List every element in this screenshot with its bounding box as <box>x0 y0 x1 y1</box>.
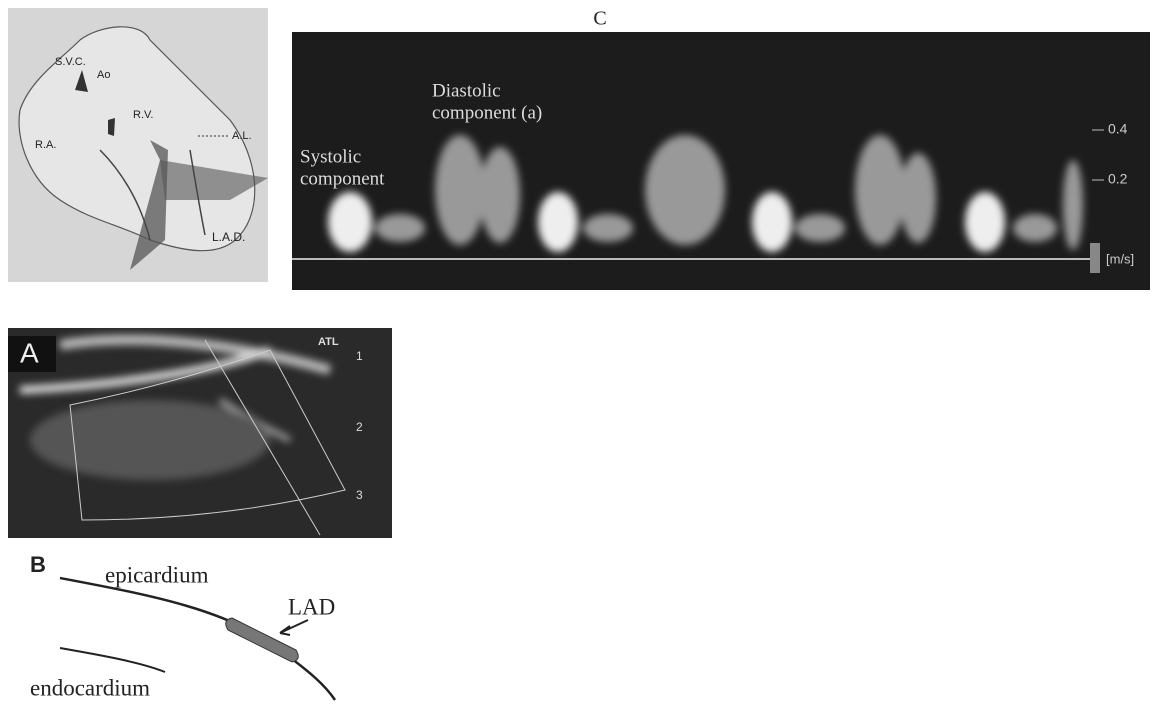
heart-label: R.V. <box>133 109 153 121</box>
panel-a: A ATL 1 2 3 <box>8 328 392 538</box>
panel-c: C Diastolic component (a) Systolic compo… <box>292 8 1150 290</box>
panel-label: C <box>593 8 606 30</box>
figure: S.V.C. Ao R.V. R.A. A.L. L.A.D. C <box>0 0 1153 702</box>
depth-label: 2 <box>356 420 363 434</box>
annotation: endocardium <box>30 675 150 700</box>
lad-vessel <box>226 618 299 662</box>
unit-label: [m/s] <box>1106 251 1134 266</box>
heart-label: Ao <box>97 69 110 81</box>
rv-mark <box>108 118 115 136</box>
scale-label: 0.2 <box>1108 171 1128 187</box>
arrow <box>280 620 308 635</box>
heart-label: R.A. <box>35 139 56 151</box>
page: {"heart_diagram": {"labels": ["S.V.C.", … <box>0 0 1153 702</box>
annotation: component <box>300 168 385 189</box>
annotation: epicardium <box>105 562 209 587</box>
annotation: Systolic <box>300 146 361 167</box>
heart-diagram: S.V.C. Ao R.V. R.A. A.L. L.A.D. <box>8 8 268 282</box>
doppler-background <box>292 32 1150 290</box>
heart-label: L.A.D. <box>212 230 245 244</box>
annotation: Diastolic <box>432 80 501 101</box>
heart-label: A.L. <box>232 130 252 142</box>
baseline-marker <box>1090 243 1100 273</box>
brand: ATL <box>318 336 339 348</box>
depth-label: 1 <box>356 349 363 363</box>
panel-label: B <box>30 552 46 577</box>
depth-label: 3 <box>356 488 363 502</box>
heart-label: S.V.C. <box>55 56 86 68</box>
scale-label: 0.4 <box>1108 121 1128 137</box>
endocardium-line <box>60 648 165 672</box>
panel-b: B epicardium LAD endocardium <box>30 552 335 700</box>
annotation: component (a) <box>432 102 542 123</box>
annotation: LAD <box>288 594 335 619</box>
panel-label: A <box>20 337 39 368</box>
